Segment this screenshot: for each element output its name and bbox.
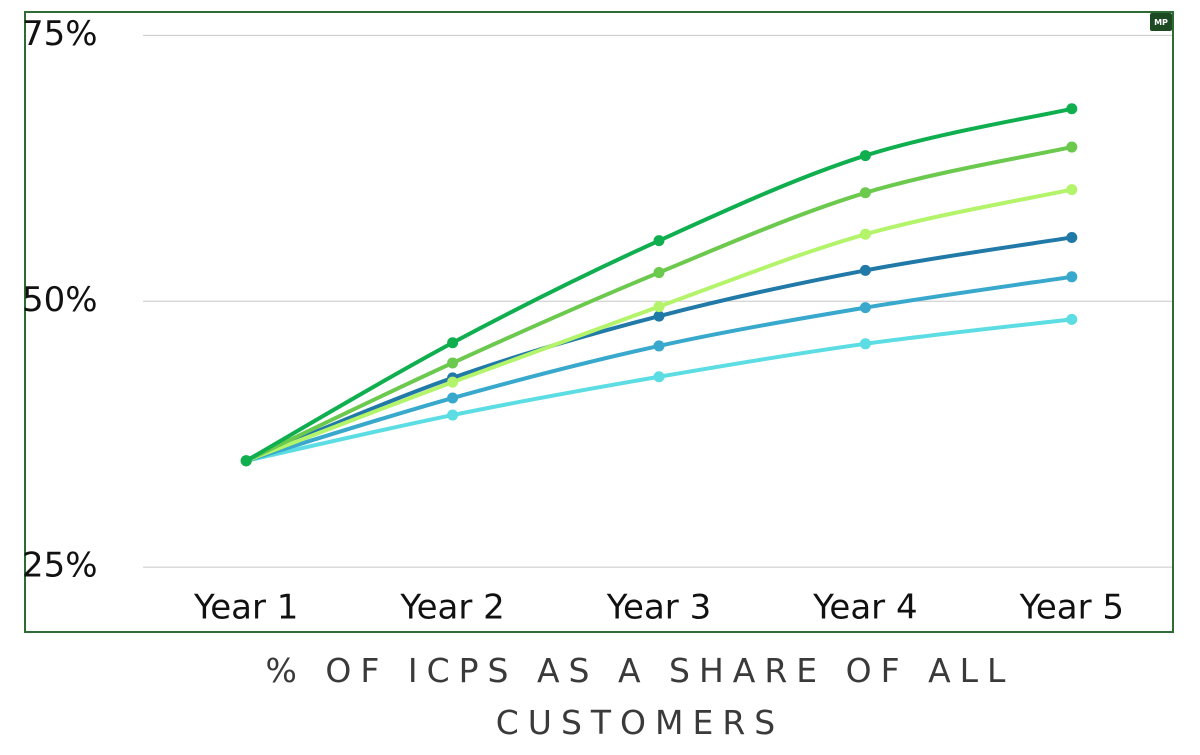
chart: MP 25% 50% 75% Year 1 Year 2 Year 3 Year 4 Year… [22, 11, 1174, 633]
frame [24, 11, 1174, 633]
point [1066, 271, 1078, 283]
point [859, 302, 871, 314]
point [240, 455, 252, 467]
chart-title: % OF ICPS AS A SHARE OF ALL CUSTOMERS [265, 651, 1015, 742]
point [859, 187, 871, 199]
point [1066, 184, 1078, 196]
point [447, 392, 459, 404]
point [1066, 231, 1078, 243]
point [653, 301, 665, 313]
point [653, 267, 665, 279]
x-tick-label: Year 2 [399, 588, 504, 628]
point [447, 357, 459, 369]
point [859, 264, 871, 276]
badge: MP [1154, 18, 1168, 27]
point [1066, 103, 1078, 115]
y-tick-label: 50% [22, 280, 98, 320]
point [653, 235, 665, 247]
x-tick-label: Year 1 [193, 588, 298, 628]
badge-bg [1150, 13, 1172, 31]
point [859, 338, 871, 350]
point [447, 376, 459, 388]
line [244, 187, 1074, 463]
point [447, 337, 459, 349]
y-tick-label: 25% [22, 546, 98, 586]
point [859, 228, 871, 240]
point [1066, 141, 1078, 153]
point [859, 150, 871, 162]
point [653, 340, 665, 352]
x-tick-label: Year 4 [812, 588, 917, 628]
point [653, 371, 665, 383]
point [653, 310, 665, 322]
point [447, 409, 459, 421]
x-tick-label: Year 3 [606, 588, 711, 628]
point [1066, 313, 1078, 325]
y-tick-label: 75% [22, 14, 98, 54]
x-tick-label: Year 5 [1019, 588, 1124, 628]
